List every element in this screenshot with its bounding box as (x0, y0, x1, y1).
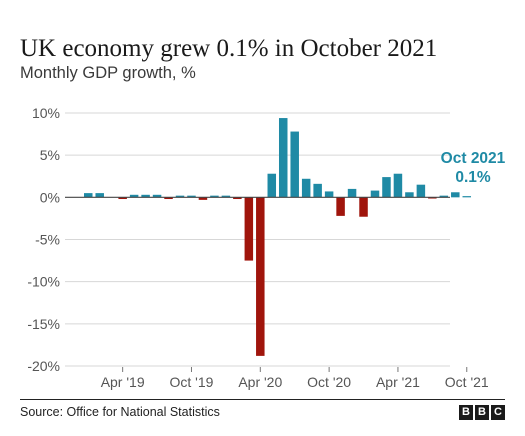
y-tick-label: -5% (35, 232, 60, 248)
data-bar (210, 195, 219, 198)
data-bar (187, 195, 196, 198)
data-bar (416, 184, 426, 198)
data-bar (267, 173, 277, 198)
x-tick-label: Apr '20 (238, 374, 282, 390)
data-bar (439, 195, 449, 198)
y-tick-label: 5% (40, 147, 60, 163)
data-bar (141, 194, 150, 198)
data-bar (313, 183, 322, 198)
data-bar (324, 191, 334, 198)
data-bar (198, 197, 208, 200)
bbc-logo: B B C (459, 405, 505, 420)
data-bar (118, 197, 127, 200)
data-bar (164, 197, 173, 200)
x-tick-label: Oct '19 (170, 374, 214, 390)
y-tick-label: 0% (40, 189, 60, 205)
annotation-label: Oct 2021 (441, 150, 506, 167)
y-tick-label: -10% (27, 274, 60, 290)
x-tick-label: Apr '21 (376, 374, 420, 390)
data-bar (451, 192, 460, 198)
data-bar (290, 131, 299, 198)
data-bar (221, 195, 231, 198)
chart-subtitle: Monthly GDP growth, % (20, 64, 196, 82)
data-bar (256, 197, 265, 356)
data-bar (370, 190, 380, 198)
data-bar (382, 177, 391, 198)
data-bar (152, 194, 162, 198)
bbc-logo-letter: B (475, 405, 489, 420)
data-bar (462, 196, 472, 198)
x-tick-label: Oct '20 (307, 374, 351, 390)
data-bar (244, 197, 254, 261)
annotation-value: 0.1% (455, 169, 491, 186)
bbc-logo-letter: B (459, 405, 473, 420)
data-bar (95, 193, 104, 198)
gdp-bar-chart: 10% 5% 0% -5% -10% -15% -20% Apr '19 Oct '19 Apr … (27, 105, 506, 390)
data-bar (359, 197, 368, 217)
data-bar (347, 188, 357, 198)
y-tick-label: 10% (32, 105, 60, 121)
data-bar (336, 197, 345, 216)
source-note: Source: Office for National Statistics (20, 405, 220, 419)
data-bar (278, 118, 288, 198)
x-tick-label: Oct '21 (445, 374, 489, 390)
data-bar (84, 193, 93, 198)
y-tick-label: -20% (27, 358, 60, 374)
data-bar (393, 173, 403, 198)
data-bar (405, 192, 414, 198)
bbc-logo-letter: C (491, 405, 505, 420)
data-bar (233, 197, 242, 200)
y-tick-label: -15% (27, 316, 60, 332)
data-bar (129, 194, 139, 198)
data-bar (301, 178, 311, 198)
footer-divider (20, 399, 505, 400)
data-bar (175, 195, 185, 198)
chart-title: UK economy grew 0.1% in October 2021 (20, 35, 438, 62)
x-tick-label: Apr '19 (101, 374, 145, 390)
